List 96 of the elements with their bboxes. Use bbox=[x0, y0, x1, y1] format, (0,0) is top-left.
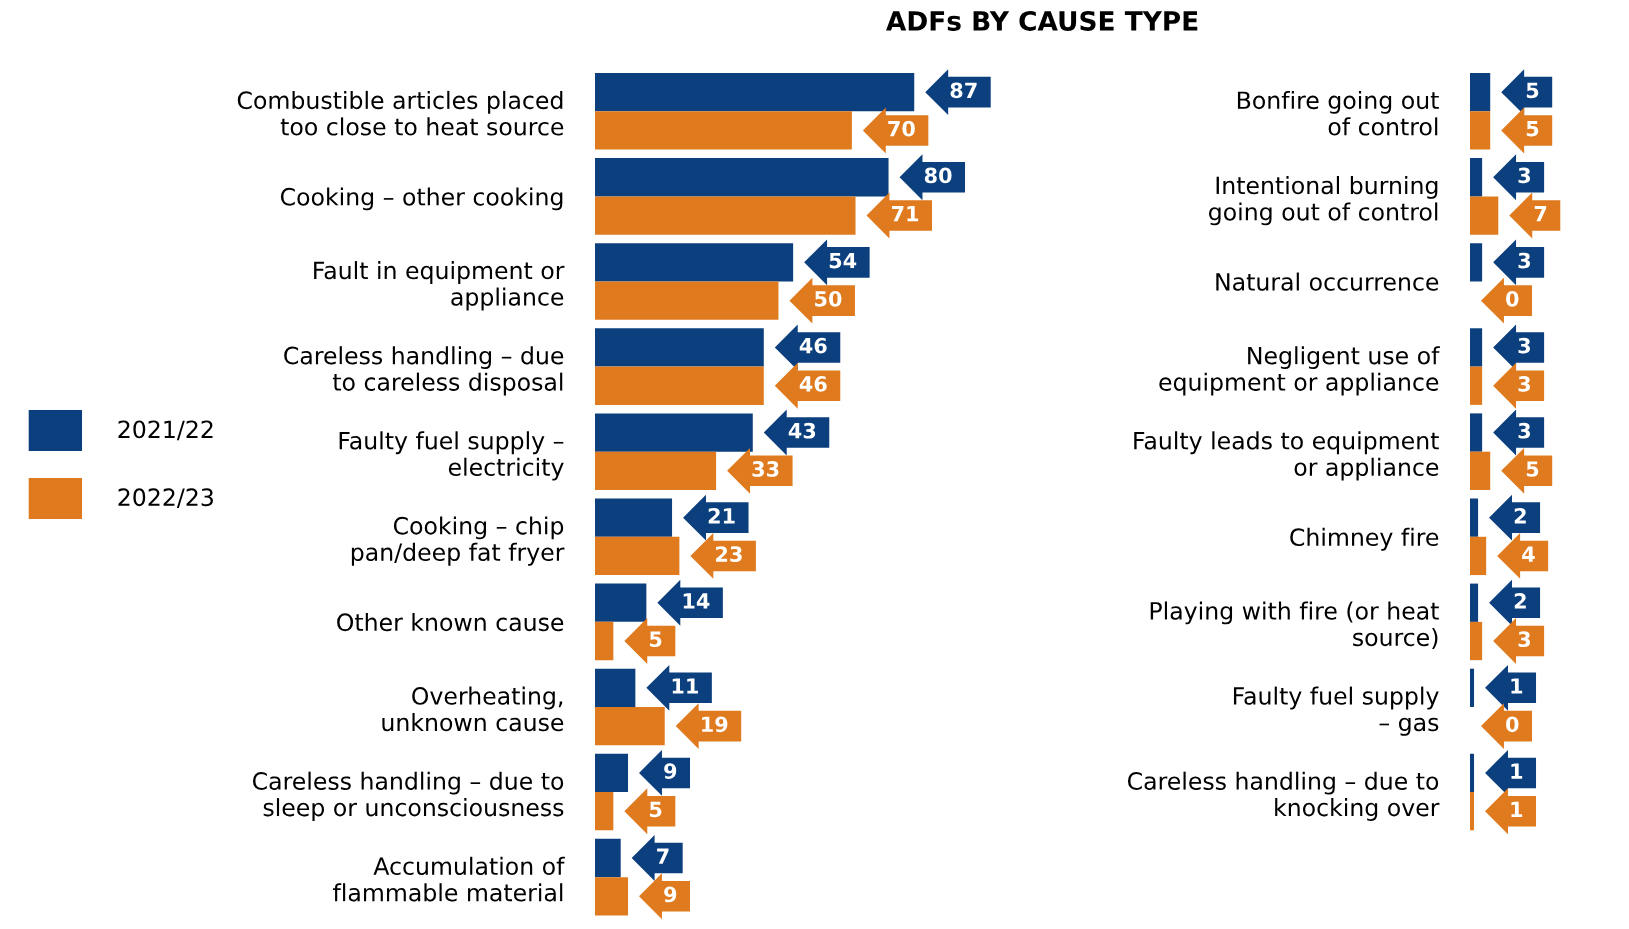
y-tick-label: Combustible articles placed too close to heat source bbox=[237, 90, 564, 136]
y-tick-label: Negligent use of equipment or appliance bbox=[1159, 346, 1440, 396]
bar bbox=[595, 498, 673, 537]
bar bbox=[1470, 111, 1491, 150]
data-label: 5 bbox=[649, 631, 662, 648]
data-label: 3 bbox=[1518, 337, 1530, 354]
data-label: 23 bbox=[716, 546, 742, 562]
y-tick-label: Intentional burning going out of control bbox=[1209, 175, 1438, 226]
y-tick-label: Fault in equipment or appliance bbox=[314, 261, 565, 311]
bar bbox=[595, 706, 665, 746]
data-label: 46 bbox=[799, 376, 827, 392]
bar bbox=[595, 366, 764, 405]
y-tick-label: Bonfire going out of control bbox=[1237, 90, 1439, 136]
data-label: 3 bbox=[1518, 631, 1530, 648]
bar bbox=[595, 877, 629, 916]
bar bbox=[595, 243, 794, 282]
bar bbox=[595, 668, 636, 707]
y-tick-label: Faulty leads to equipment or appliance bbox=[1134, 431, 1439, 481]
data-label: 3 bbox=[1518, 252, 1530, 269]
data-label: 0 bbox=[1506, 290, 1519, 307]
data-label: 5 bbox=[1526, 121, 1539, 137]
data-label: 19 bbox=[702, 716, 728, 733]
data-label: 43 bbox=[788, 422, 816, 439]
data-label: 14 bbox=[683, 593, 710, 609]
bar bbox=[1470, 73, 1491, 112]
data-label: 7 bbox=[1534, 206, 1547, 222]
y-tick-label: Cooking – other cooking bbox=[280, 187, 563, 211]
y-tick-label: Faulty fuel supply – electricity bbox=[339, 431, 564, 481]
bar bbox=[595, 111, 852, 150]
data-label: 54 bbox=[829, 252, 857, 269]
bar bbox=[1470, 621, 1483, 661]
y-tick-label: Chimney fire bbox=[1290, 527, 1439, 551]
data-label: 3 bbox=[1518, 422, 1530, 439]
y-tick-label: Careless handling – due to careless disposal bbox=[284, 346, 564, 396]
bar bbox=[1470, 413, 1483, 452]
data-label: 2 bbox=[1514, 593, 1526, 609]
legend-label: 2021/22 bbox=[118, 420, 213, 441]
bar bbox=[595, 753, 629, 793]
data-label: 1 bbox=[1511, 678, 1523, 694]
data-label: 33 bbox=[752, 461, 779, 477]
data-label: 80 bbox=[924, 167, 952, 184]
data-label: 1 bbox=[1511, 763, 1523, 779]
y-tick-label: Playing with fire (or heat source) bbox=[1150, 601, 1439, 649]
bar bbox=[1470, 792, 1475, 831]
data-label: 3 bbox=[1518, 167, 1530, 184]
data-label: 1 bbox=[1511, 801, 1523, 817]
bar bbox=[595, 536, 680, 576]
y-tick-label: Faulty fuel supply – gas bbox=[1233, 686, 1439, 736]
bar bbox=[595, 792, 614, 831]
y-tick-label: Overheating, unknown cause bbox=[382, 686, 564, 732]
data-label: 70 bbox=[888, 120, 915, 137]
bar bbox=[1470, 196, 1499, 235]
bar bbox=[595, 73, 915, 112]
data-label: 9 bbox=[664, 886, 677, 903]
y-tick-label: Natural occurrence bbox=[1216, 272, 1439, 291]
y-tick-label: Careless handling – due to sleep or unconsciousness bbox=[252, 771, 564, 821]
data-label: 71 bbox=[891, 206, 919, 222]
bar bbox=[595, 158, 889, 197]
y-tick-label: Accumulation of flammable material bbox=[333, 856, 565, 902]
data-label: 7 bbox=[657, 848, 669, 864]
data-label: 5 bbox=[1526, 461, 1539, 477]
data-label: 3 bbox=[1518, 376, 1530, 392]
data-label: 87 bbox=[950, 82, 977, 99]
data-label: 5 bbox=[649, 801, 662, 818]
bar bbox=[595, 621, 614, 661]
bar bbox=[1470, 536, 1487, 576]
bar bbox=[1470, 366, 1483, 405]
legend-label: 2022/23 bbox=[118, 488, 213, 509]
data-label: 50 bbox=[815, 290, 842, 307]
y-tick-label: Careless handling – due to knocking over bbox=[1127, 771, 1440, 821]
data-label: 4 bbox=[1522, 546, 1535, 562]
data-label: 2 bbox=[1514, 507, 1526, 524]
data-label: 0 bbox=[1506, 716, 1519, 733]
data-label: 9 bbox=[664, 763, 677, 779]
bar bbox=[595, 281, 779, 320]
data-label: 46 bbox=[799, 337, 827, 354]
bar bbox=[1470, 158, 1483, 197]
bar bbox=[1470, 243, 1483, 282]
bar bbox=[595, 413, 753, 452]
bar bbox=[1470, 328, 1483, 367]
data-label: 5 bbox=[1526, 82, 1539, 99]
bar bbox=[595, 196, 856, 235]
bar bbox=[1470, 583, 1479, 622]
bar bbox=[595, 451, 717, 490]
text: ADFs BY CAUSE TYPE bbox=[886, 10, 1198, 31]
bar bbox=[595, 328, 764, 367]
bar bbox=[1470, 451, 1491, 490]
bar bbox=[595, 838, 621, 878]
data-label: 11 bbox=[672, 678, 698, 694]
bar bbox=[1470, 668, 1475, 707]
bar bbox=[1470, 753, 1475, 793]
y-tick-label: Cooking – chip pan/deep fat fryer bbox=[351, 516, 565, 566]
bar bbox=[1470, 498, 1479, 537]
bar bbox=[595, 583, 647, 622]
data-label: 21 bbox=[708, 507, 735, 524]
y-tick-label: Other known cause bbox=[337, 612, 564, 632]
